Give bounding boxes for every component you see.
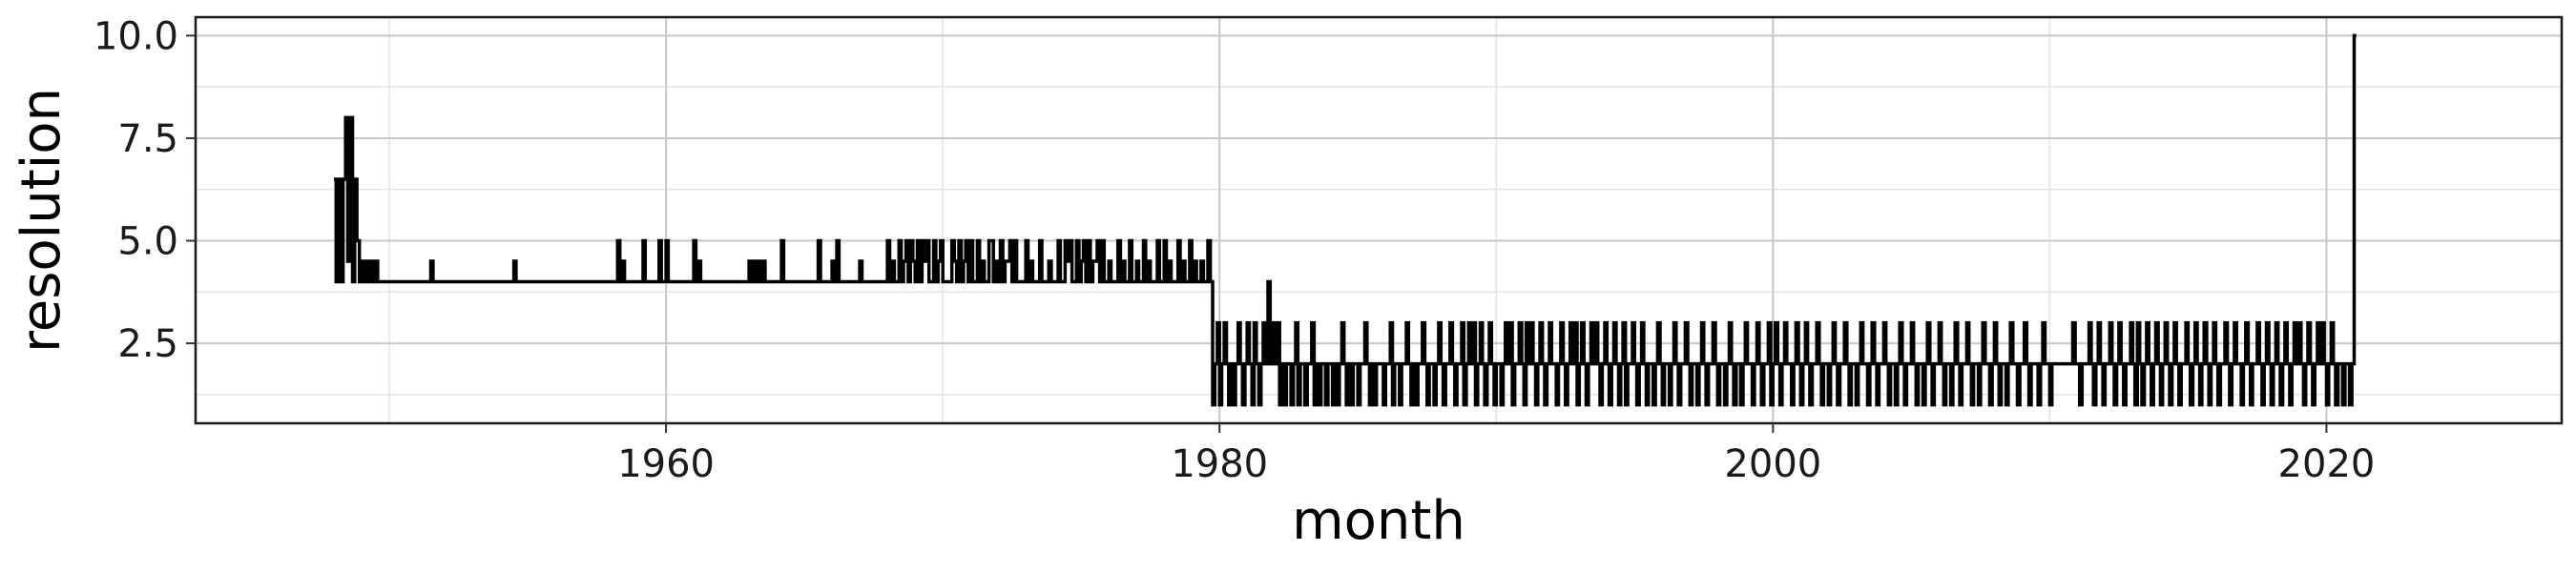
plot-frame (194, 15, 2564, 425)
y-axis-ticks: 2.5 5.0 7.5 10.0 (93, 14, 196, 366)
x-tick-label: 2020 (2278, 442, 2376, 486)
x-tick-label: 2000 (1724, 442, 1821, 486)
minor-grid-lines (196, 17, 2562, 423)
x-axis-title: month (1292, 490, 1465, 552)
y-tick-label: 7.5 (117, 117, 178, 161)
y-tick-label: 5.0 (117, 220, 178, 264)
y-tick-label: 10.0 (93, 14, 178, 58)
y-tick-label: 2.5 (117, 322, 178, 366)
x-tick-label: 1960 (617, 442, 715, 486)
x-axis-ticks: 1960 1980 2000 2020 (617, 423, 2375, 486)
x-tick-label: 1980 (1171, 442, 1268, 486)
series-line-resolution (334, 33, 2357, 407)
y-axis-title: resolution (10, 88, 73, 353)
